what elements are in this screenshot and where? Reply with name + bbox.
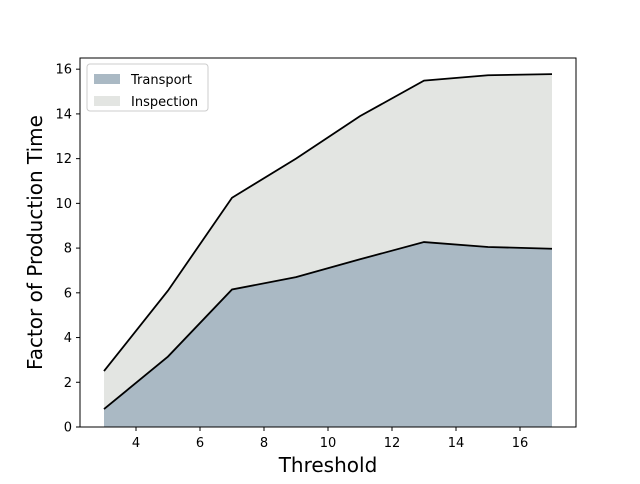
line-transport	[103, 241, 553, 410]
x-axis: 4 6 8 10 12 14 16	[132, 427, 528, 451]
y-tick-label: 14	[55, 107, 72, 122]
y-tick-label: 12	[55, 152, 72, 167]
legend-label-inspection: Inspection	[131, 95, 198, 110]
x-tick-label: 6	[196, 436, 204, 451]
legend-label-transport: Transport	[130, 73, 192, 88]
area-transport	[104, 242, 552, 427]
y-tick-label: 2	[64, 376, 72, 391]
x-tick-label: 10	[320, 436, 337, 451]
x-tick-label: 14	[448, 436, 465, 451]
legend-swatch-inspection	[94, 96, 120, 106]
x-axis-label: Threshold	[278, 453, 378, 477]
legend: Transport Inspection	[86, 63, 209, 112]
x-tick-label: 16	[512, 436, 529, 451]
x-tick-label: 4	[132, 436, 140, 451]
x-tick-label: 12	[384, 436, 401, 451]
legend-swatch-transport	[94, 74, 120, 84]
y-tick-label: 16	[55, 63, 72, 78]
y-tick-label: 4	[64, 331, 72, 346]
y-tick-label: 8	[64, 242, 72, 257]
y-tick-label: 6	[64, 286, 72, 301]
y-axis: 0 2 4 6 8 10 12 14 16	[55, 63, 80, 436]
x-tick-label: 8	[260, 436, 268, 451]
area-layer	[104, 74, 552, 427]
y-tick-label: 0	[64, 421, 72, 436]
area-inspection	[104, 74, 552, 410]
line-inspection	[103, 73, 553, 372]
line-layer	[103, 73, 553, 410]
y-tick-label: 10	[55, 197, 72, 212]
y-axis-label: Factor of Production Time	[23, 115, 47, 370]
